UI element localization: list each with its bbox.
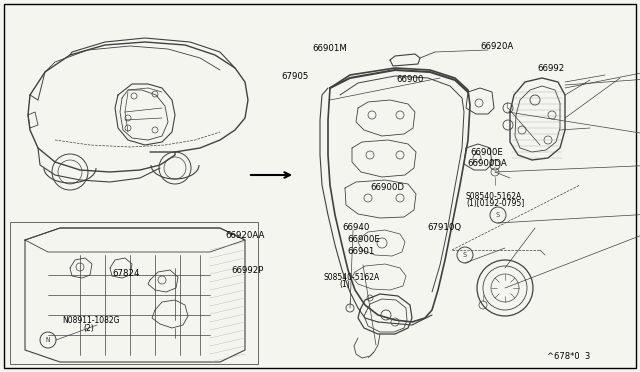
Text: 66901M: 66901M [312, 44, 347, 53]
Text: 66900: 66900 [397, 76, 424, 84]
Text: (1): (1) [339, 280, 350, 289]
Text: 66920AA: 66920AA [225, 231, 265, 240]
Text: 66900DA: 66900DA [467, 159, 507, 168]
Text: S08540-5162A: S08540-5162A [323, 273, 380, 282]
Text: (1)[0192-0795]: (1)[0192-0795] [466, 199, 524, 208]
Text: 66992P: 66992P [232, 266, 264, 275]
Circle shape [40, 332, 56, 348]
Text: (2): (2) [83, 324, 94, 333]
Circle shape [457, 247, 473, 263]
Text: 66940: 66940 [342, 223, 370, 232]
Text: 66900E: 66900E [348, 235, 380, 244]
Text: S08540-5162A: S08540-5162A [466, 192, 522, 201]
Text: 67905: 67905 [282, 72, 309, 81]
Circle shape [490, 207, 506, 223]
Text: ^678*0  3: ^678*0 3 [547, 352, 591, 361]
Text: 66901: 66901 [348, 247, 375, 256]
Text: N08911-1082G: N08911-1082G [62, 316, 120, 325]
Text: 66900D: 66900D [370, 183, 404, 192]
Text: 66920A: 66920A [480, 42, 513, 51]
Text: 66900E: 66900E [470, 148, 503, 157]
Text: 67824: 67824 [112, 269, 140, 278]
Text: S: S [496, 212, 500, 218]
Text: 66992: 66992 [538, 64, 565, 73]
Text: 67910Q: 67910Q [428, 223, 461, 232]
Bar [10, 222, 258, 364]
Text: N: N [46, 337, 50, 343]
Text: S: S [463, 252, 467, 258]
